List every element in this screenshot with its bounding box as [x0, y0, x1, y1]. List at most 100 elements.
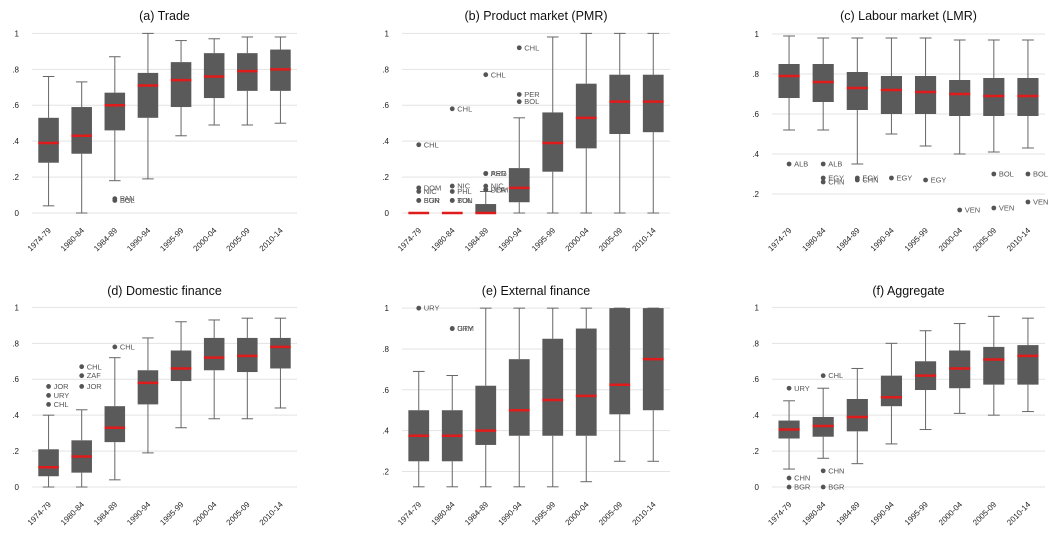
y-tick-label: .4 — [752, 411, 759, 420]
outlier-point — [46, 401, 51, 407]
outlier-label: BOL — [457, 196, 472, 205]
outlier-label: CHL — [424, 140, 439, 149]
x-tick-label: 1995-99 — [530, 500, 558, 528]
box — [983, 346, 1005, 385]
chart-panel-2: (b) Product market (PMR) 0 .2 .4 .6 .8 1 1974-7… — [382, 9, 670, 253]
x-tick-label: 1995-99 — [903, 500, 931, 528]
outlier-point — [46, 384, 51, 389]
panel-title: (a) Trade — [139, 9, 190, 23]
outlier-label: URY — [457, 324, 473, 333]
x-tick-label: 1995-99 — [158, 500, 186, 528]
box — [203, 337, 225, 371]
outlier-label: BGR — [424, 196, 441, 205]
x-tick-label: 1980-84 — [430, 500, 458, 528]
outlier-label: EGY — [896, 174, 912, 183]
y-tick-label: .4 — [12, 411, 19, 420]
y-tick-label: .8 — [752, 70, 759, 79]
outlier-point — [112, 344, 118, 350]
outlier-point — [786, 161, 792, 167]
y-tick-label: .2 — [12, 173, 19, 182]
box — [508, 359, 530, 436]
y-tick-label: 0 — [15, 209, 20, 218]
x-tick-label: 1974-79 — [766, 226, 794, 254]
outlier-label: PHL — [457, 187, 472, 196]
y-tick-label: .2 — [752, 190, 759, 199]
outlier-point — [889, 175, 894, 181]
y-tick-label: .4 — [382, 137, 389, 146]
chart-panel-6: (f) Aggregate 0 .2 .4 .6 .8 1 1974-79 1980-84 198… — [752, 284, 1045, 527]
outlier-label: CHN — [828, 178, 844, 187]
outlier-point — [516, 99, 522, 105]
outlier-label: PAN — [120, 194, 135, 203]
x-tick-label: 1990-94 — [497, 226, 525, 254]
outlier-point — [820, 175, 826, 181]
outlier-label: JOR — [87, 382, 103, 391]
outlier-point — [786, 484, 792, 490]
box — [880, 76, 903, 114]
box — [475, 385, 497, 445]
x-tick-label: 1990-94 — [125, 500, 153, 528]
x-tick-label: 1984-89 — [835, 226, 863, 254]
outlier-label: CHL — [87, 362, 102, 371]
x-tick-label: 2000-04 — [937, 500, 965, 528]
box — [71, 107, 92, 154]
x-tick-label: 2010-14 — [258, 226, 286, 254]
x-tick-label: 2010-14 — [631, 500, 659, 528]
x-tick-label: 2000-04 — [937, 226, 965, 254]
box — [642, 74, 664, 133]
outlier-point — [483, 183, 489, 189]
chart-panel-5: (e) External finance .2 .4 .6 .8 1 1974-79 1980… — [382, 284, 670, 527]
outlier-point — [416, 305, 422, 311]
y-tick-label: .8 — [382, 65, 389, 74]
box — [880, 375, 903, 407]
x-tick-label: 2010-14 — [258, 500, 286, 528]
x-tick-label: 2005-09 — [225, 500, 253, 528]
x-tick-label: 2005-09 — [225, 226, 253, 254]
y-tick-label: .8 — [382, 345, 389, 354]
outlier-label: CHL — [828, 371, 843, 380]
box — [949, 80, 971, 116]
outlier-label: TUN — [457, 196, 472, 205]
box — [508, 168, 530, 203]
box — [846, 72, 868, 110]
outlier-point — [854, 177, 860, 183]
outlier-point — [1025, 199, 1031, 205]
outlier-label: BGR — [828, 483, 845, 492]
outlier-label: PER — [491, 185, 507, 194]
y-tick-label: .2 — [382, 467, 389, 476]
box — [104, 406, 126, 443]
x-tick-label: 1995-99 — [530, 226, 558, 254]
y-tick-label: .6 — [382, 386, 389, 395]
outlier-label: ARG — [491, 169, 507, 178]
outlier-point — [820, 468, 826, 474]
outlier-label: VEN — [1033, 198, 1048, 207]
x-tick-label: 2005-09 — [597, 500, 625, 528]
y-tick-label: 0 — [15, 483, 20, 492]
x-tick-label: 1980-84 — [59, 226, 87, 254]
box — [846, 399, 868, 432]
y-tick-label: .8 — [12, 339, 19, 348]
y-tick-label: .2 — [752, 447, 759, 456]
outlier-label: ALB — [794, 160, 808, 169]
y-tick-label: .6 — [12, 375, 19, 384]
box — [778, 64, 800, 98]
box — [914, 76, 937, 114]
x-tick-label: 1974-79 — [26, 500, 54, 528]
outlier-point — [449, 326, 455, 331]
panel-title: (d) Domestic finance — [107, 284, 222, 298]
outlier-label: VEN — [999, 204, 1014, 213]
x-tick-label: 1984-89 — [92, 500, 120, 528]
y-tick-label: .4 — [752, 150, 759, 159]
outlier-point — [1025, 171, 1031, 177]
box — [575, 328, 597, 436]
outlier-point — [820, 373, 826, 379]
x-tick-label: 1974-79 — [396, 500, 424, 528]
outlier-label: URY — [54, 391, 70, 400]
outlier-point — [416, 198, 422, 203]
outlier-point — [449, 183, 455, 189]
x-tick-label: 1984-89 — [835, 500, 863, 528]
y-tick-label: .8 — [12, 65, 19, 74]
outlier-label: NIC — [424, 187, 438, 196]
